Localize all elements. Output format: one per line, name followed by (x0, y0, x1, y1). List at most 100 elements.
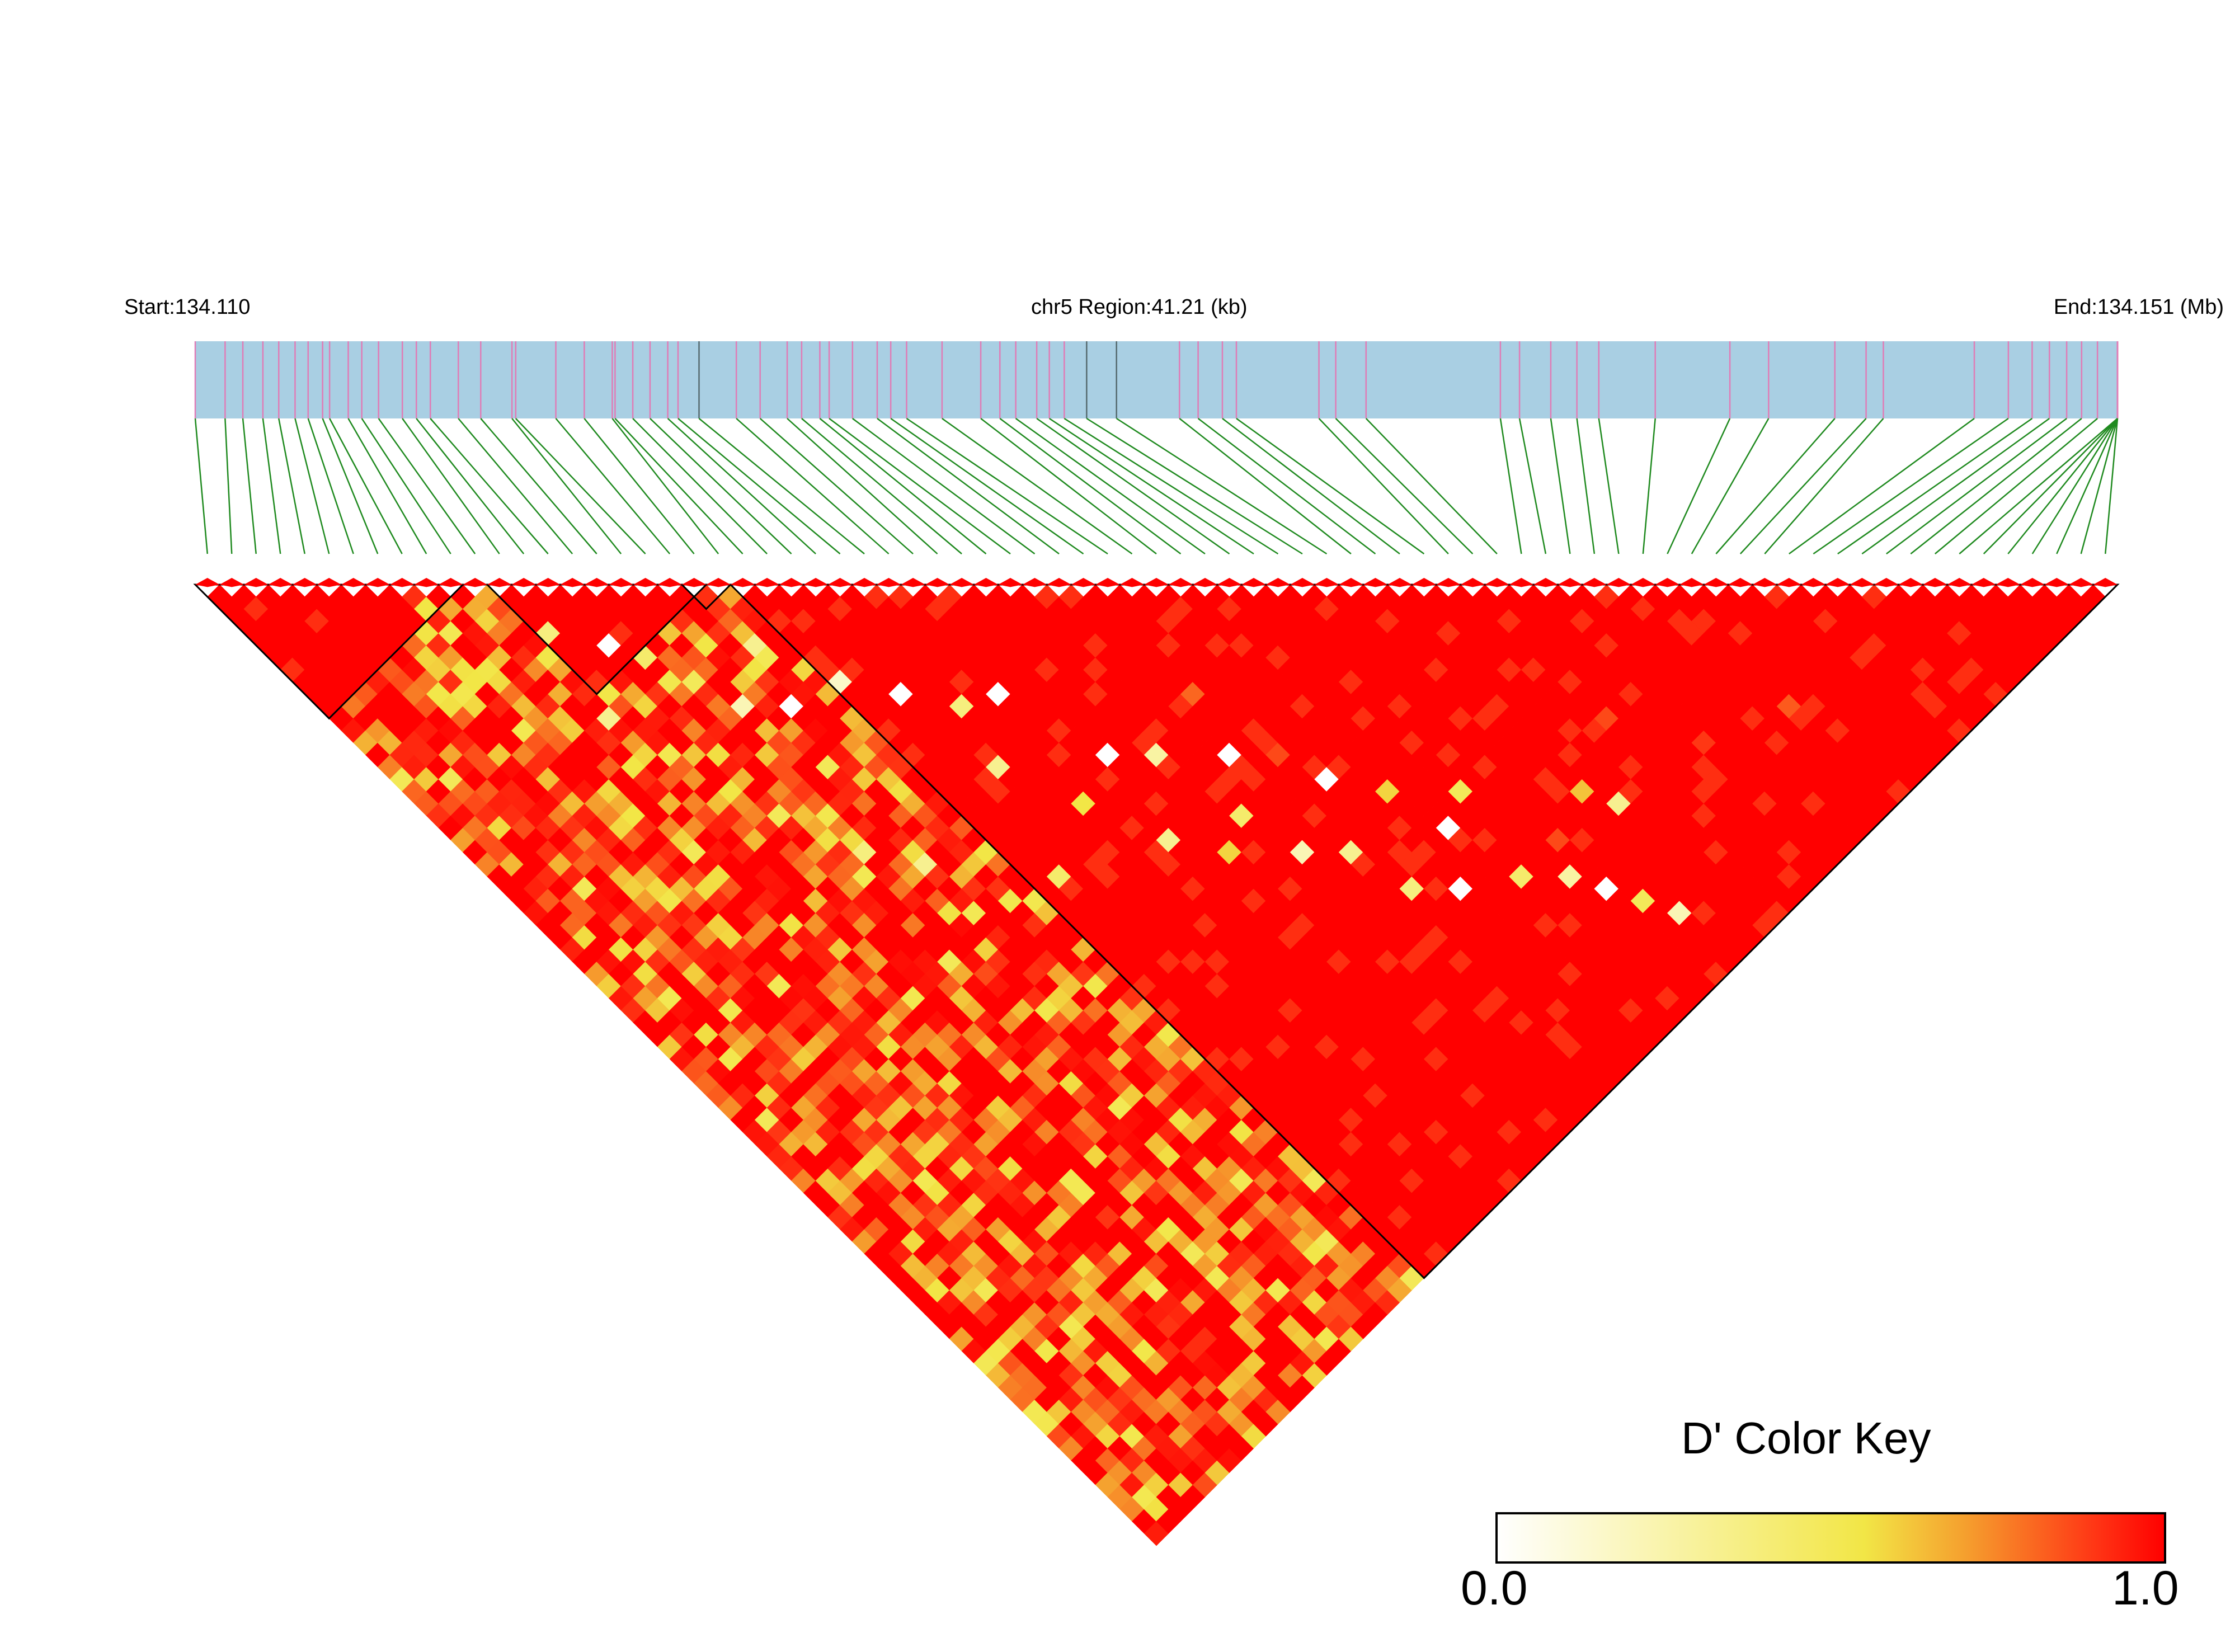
snp-connector (852, 417, 1036, 555)
snp-connector (787, 418, 938, 554)
snp-marker (1777, 578, 1801, 587)
snp-marker (852, 578, 877, 587)
snp-marker (1168, 578, 1193, 587)
snp-marker (1144, 578, 1169, 587)
snp-marker (1193, 578, 1217, 587)
snp-marker (1728, 578, 1753, 587)
snp-marker (389, 578, 415, 587)
snp-marker-diamonds (195, 578, 2118, 587)
snp-marker (1047, 578, 1071, 587)
snp-marker (1971, 578, 1996, 587)
snp-marker (1655, 578, 1680, 587)
snp-connector (378, 418, 476, 554)
snp-connector (224, 418, 233, 554)
snp-connector (677, 418, 841, 554)
snp-marker (1558, 578, 1583, 587)
snp-connector (2056, 418, 2119, 554)
snp-connector (458, 418, 573, 554)
snp-marker (195, 578, 220, 587)
snp-marker (1631, 578, 1655, 587)
snp-marker (1436, 578, 1461, 587)
snp-connector (1837, 417, 2033, 555)
snp-connector (1910, 418, 2082, 554)
snp-connector (801, 418, 962, 554)
snp-connector (942, 417, 1133, 555)
snp-marker (998, 578, 1023, 587)
color-key-max-label: 1.0 (2112, 1561, 2179, 1615)
snp-marker (1363, 578, 1388, 587)
snp-marker (1874, 578, 1899, 587)
snp-marker (268, 578, 293, 587)
snp-connector (1576, 418, 1596, 554)
snp-connector (1983, 418, 2118, 554)
snp-marker (1460, 578, 1485, 587)
snp-tick-marks (194, 341, 2119, 418)
snp-connector (1499, 418, 1522, 554)
snp-connector (416, 418, 525, 554)
snp-connector (1667, 418, 1731, 554)
snp-marker (1290, 578, 1315, 587)
snp-marker (1095, 578, 1120, 587)
snp-marker (365, 578, 390, 587)
snp-marker (1898, 578, 1923, 587)
snp-connector (1642, 418, 1656, 554)
color-key-title: D' Color Key (1681, 1413, 1931, 1463)
snp-connector (307, 418, 354, 554)
snp-connector (194, 418, 208, 554)
snp-marker (633, 578, 658, 587)
snp-connector (890, 417, 1084, 555)
snp-marker (1022, 578, 1047, 587)
snp-marker (1996, 578, 2021, 587)
snp-connector (242, 418, 257, 554)
snp-marker (1923, 578, 1947, 587)
snp-connector (555, 418, 671, 554)
snp-connector (294, 418, 330, 554)
snp-connector (584, 418, 695, 554)
region-start-label: Start:134.110 (124, 295, 251, 319)
snp-connector (1550, 418, 1571, 554)
snp-connector (1064, 417, 1279, 555)
color-key-min-label: 0.0 (1461, 1561, 1528, 1615)
snp-marker (1704, 578, 1729, 587)
snp-connector (430, 418, 549, 554)
snp-connector (1236, 417, 1425, 555)
snp-marker (681, 578, 707, 587)
snp-connector (650, 418, 792, 554)
snp-marker (1947, 578, 1972, 587)
snp-marker (1339, 578, 1363, 587)
snp-marker (609, 578, 633, 587)
snp-marker (973, 578, 999, 587)
snp-marker (949, 578, 974, 587)
snp-marker (2044, 578, 2069, 587)
snp-marker (1825, 578, 1850, 587)
snp-marker (779, 578, 804, 587)
snp-connector (1886, 418, 2067, 554)
snp-connector (322, 418, 379, 554)
snp-marker (1850, 578, 1875, 587)
snp-connector (1813, 417, 2009, 555)
snp-marker (1411, 578, 1437, 587)
snp-connector (1518, 418, 1547, 554)
snp-marker (1752, 578, 1777, 587)
snp-connector (736, 418, 890, 554)
snp-marker (1485, 578, 1509, 587)
snp-connector (262, 418, 281, 554)
snp-connector (1365, 418, 1498, 554)
snp-connector (1764, 418, 1884, 554)
snp-marker (1265, 578, 1291, 587)
snp-connector (667, 418, 816, 554)
snp-marker (292, 578, 317, 587)
snp-connector (1015, 417, 1206, 555)
snp-connector (480, 418, 597, 554)
snp-connector (2105, 418, 2119, 554)
snp-connector (906, 417, 1108, 555)
snp-marker (1606, 578, 1631, 587)
snp-connector (347, 418, 427, 554)
snp-connector (999, 417, 1182, 555)
region-size-label: chr5 Region:41.21 (kb) (1031, 295, 1248, 319)
snp-marker (243, 578, 269, 587)
snp-marker (414, 578, 439, 587)
snp-connector (2031, 418, 2119, 554)
snp-connector (819, 418, 987, 554)
